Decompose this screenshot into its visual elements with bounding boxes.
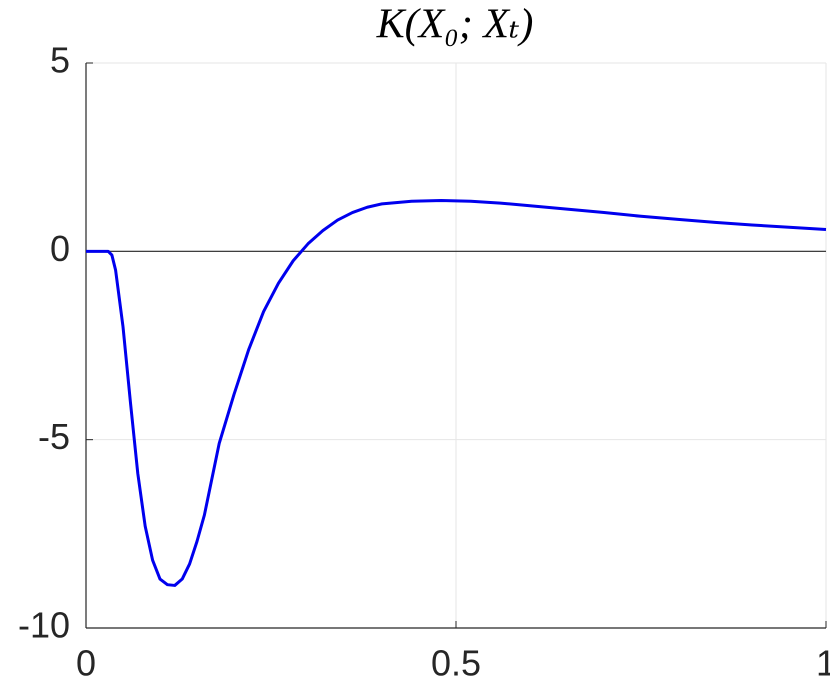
chart-title: K(X₀; Xₜ) (376, 2, 534, 48)
y-tick-label: 0 (50, 228, 70, 269)
data-line (86, 198, 827, 587)
x-tick-label: 1 (816, 643, 830, 684)
y-tick-label: 5 (50, 40, 70, 81)
x-tick-label: 0.5 (431, 643, 481, 684)
y-tick-label: -5 (38, 416, 70, 457)
y-tick-label: -10 (18, 605, 70, 646)
x-tick-label: 0 (76, 643, 96, 684)
